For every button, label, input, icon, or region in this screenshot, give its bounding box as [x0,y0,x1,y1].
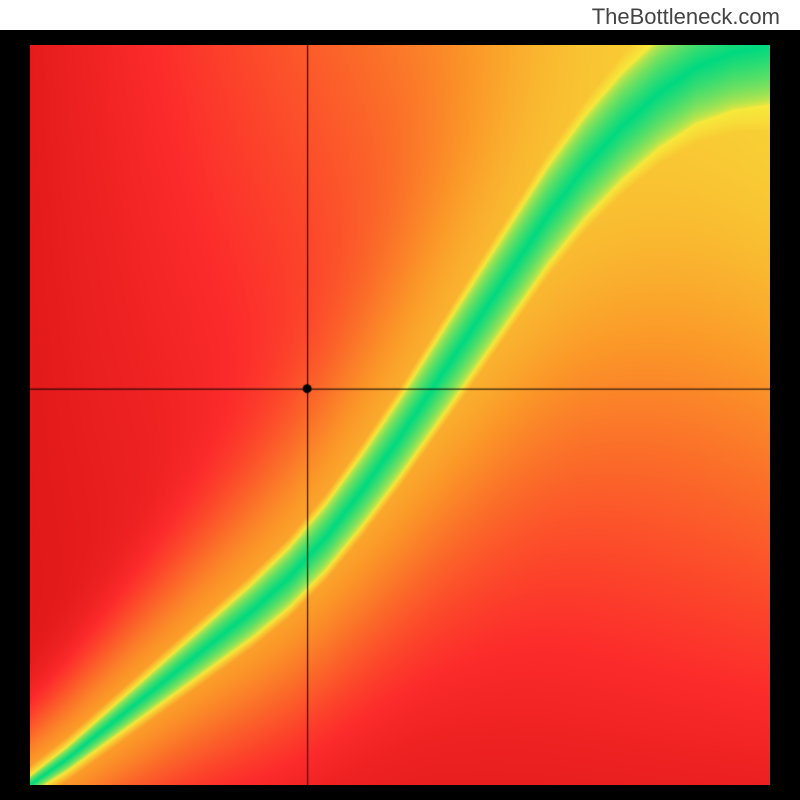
chart-frame [0,30,800,800]
bottleneck-heatmap [30,45,770,785]
watermark: TheBottleneck.com [592,4,780,30]
